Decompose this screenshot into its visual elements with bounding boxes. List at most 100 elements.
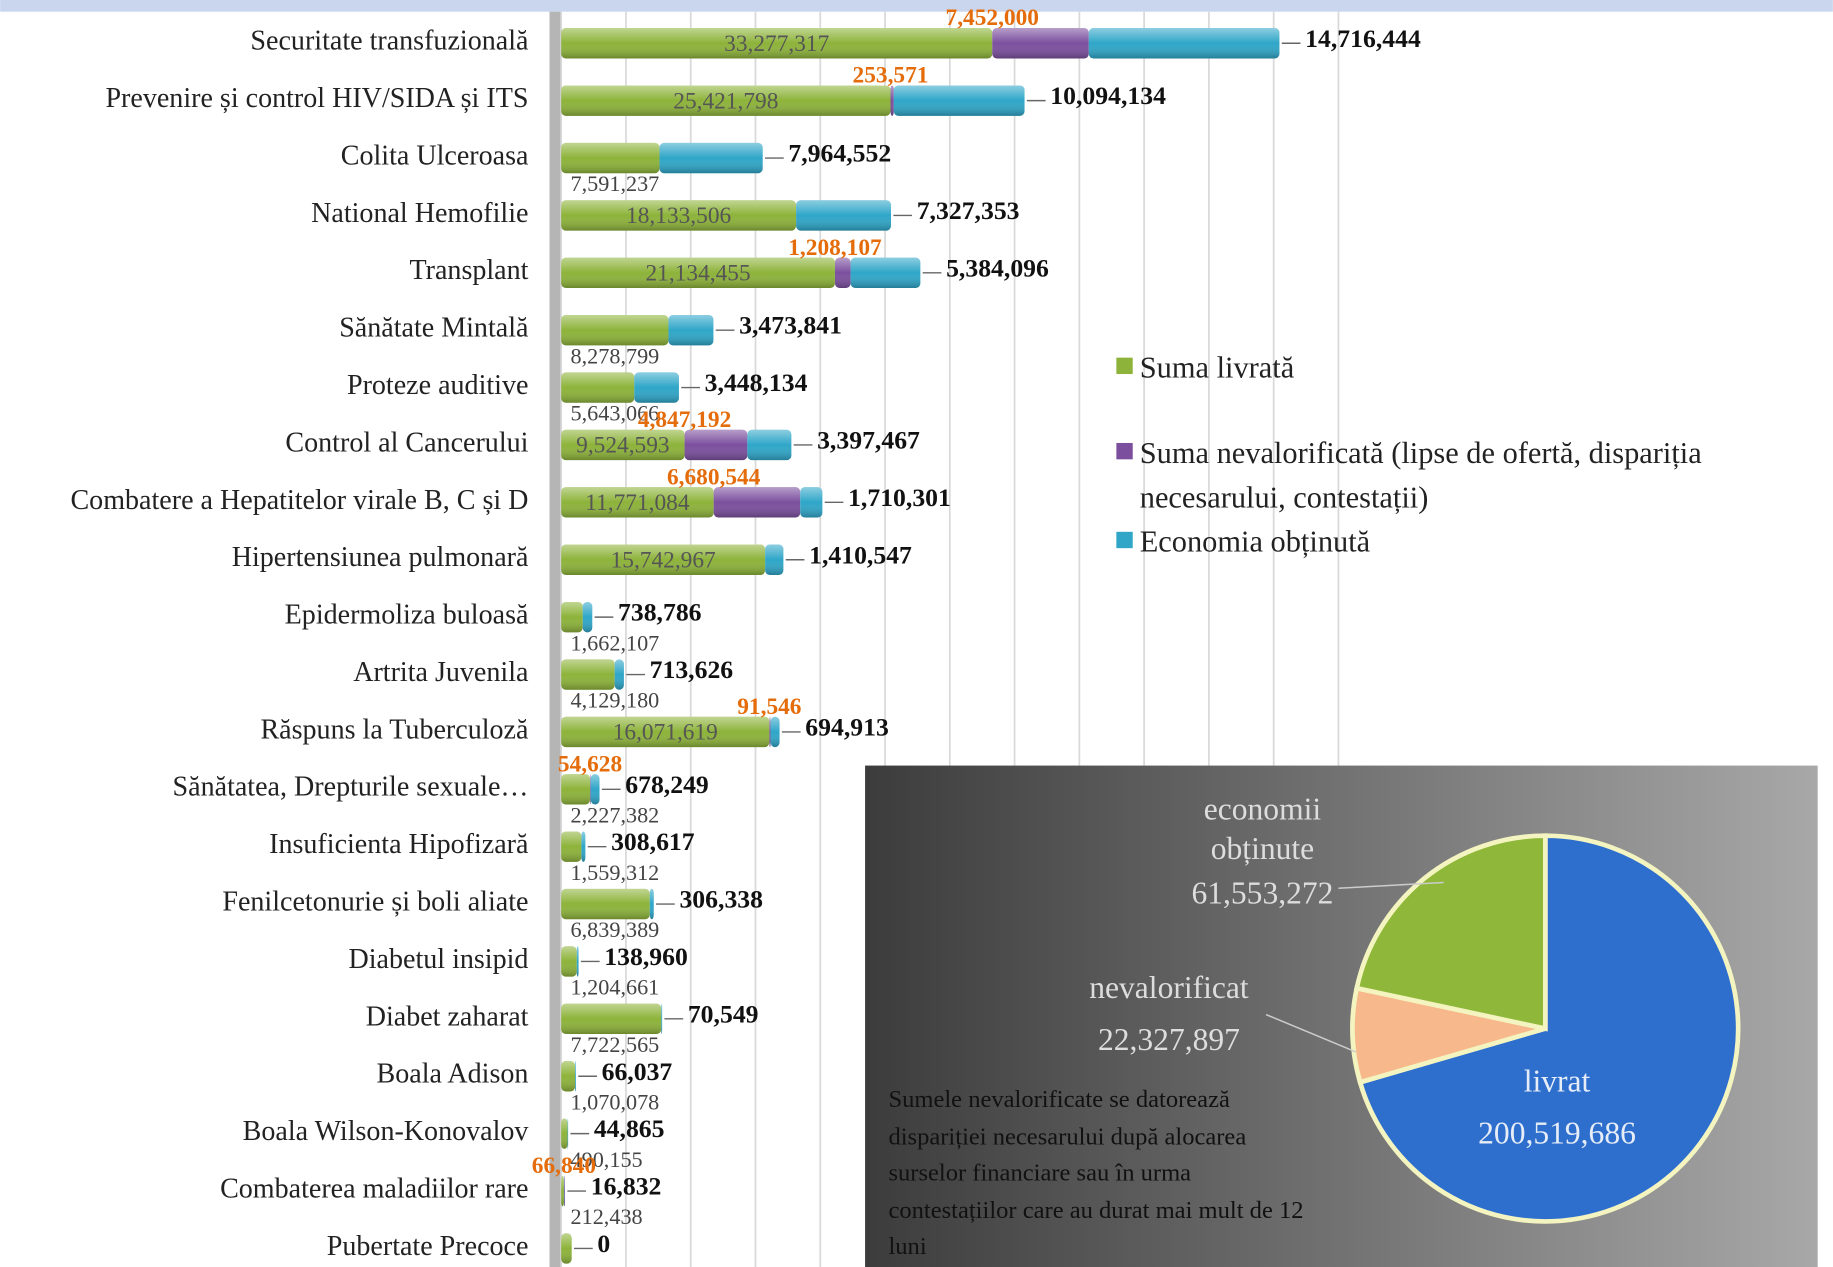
data-label: 4,129,180 bbox=[571, 688, 660, 713]
data-label: 1,662,107 bbox=[571, 630, 660, 655]
annotation: Sumele nevalorificate se datorează dispa… bbox=[888, 1084, 1304, 1260]
bar-shade bbox=[582, 601, 593, 633]
bar-shade bbox=[561, 831, 582, 862]
pie-category-label-box: nevalorificat bbox=[1089, 970, 1249, 1006]
category-label: Pubertate Precoce bbox=[327, 1231, 529, 1262]
data-label: 1,208,107 bbox=[788, 235, 882, 261]
bar-shade bbox=[747, 429, 792, 461]
annotation-box: Sumele nevalorificate se datorează dispa… bbox=[888, 1084, 1304, 1260]
category-label: Control al Cancerului bbox=[285, 427, 528, 458]
pie-category-label: nevalorificat bbox=[1089, 970, 1249, 1006]
data-label: 1,410,547 bbox=[809, 540, 912, 569]
pie-category-label-box: economii obținute bbox=[1203, 791, 1322, 867]
category-label: Diabetul insipid bbox=[348, 944, 528, 975]
bar-shade bbox=[561, 1118, 568, 1149]
category-label: Sănătate Mintală bbox=[339, 313, 529, 344]
bar-shade bbox=[649, 888, 654, 920]
data-label: 3,473,841 bbox=[739, 311, 842, 340]
category-label: Prevenire și control HIV/SIDA și ITS bbox=[105, 83, 528, 114]
bar-shade bbox=[561, 1003, 662, 1035]
data-label: 66,840 bbox=[532, 1153, 596, 1179]
axis-wall bbox=[549, 11, 562, 1267]
data-label: 91,546 bbox=[737, 694, 801, 720]
pie-value-label: 22,327,897 bbox=[1098, 1022, 1240, 1057]
category-label: Sănătatea, Drepturile sexuale… bbox=[173, 772, 529, 803]
data-label: 7,964,552 bbox=[788, 139, 891, 168]
bar-shade bbox=[561, 716, 770, 748]
data-label: 5,384,096 bbox=[946, 253, 1049, 282]
data-label: 21,134,455 bbox=[646, 260, 751, 286]
leader-line bbox=[1338, 881, 1444, 890]
data-label: 7,591,237 bbox=[571, 171, 660, 196]
data-label: 306,338 bbox=[679, 885, 763, 914]
data-label: 3,448,134 bbox=[705, 368, 808, 397]
bar-shade bbox=[992, 28, 1089, 59]
data-label: 7,722,565 bbox=[571, 1032, 660, 1057]
data-label: 490,155 bbox=[571, 1147, 643, 1172]
bar-shade bbox=[561, 314, 669, 346]
legend-label-box: Economia obținută bbox=[1139, 524, 1371, 559]
legend-label: Economia obținută bbox=[1139, 524, 1371, 559]
bar-shade bbox=[561, 1061, 576, 1092]
data-label: 4,847,192 bbox=[638, 407, 731, 433]
data-label: 1,559,312 bbox=[571, 860, 660, 885]
data-label: 738,786 bbox=[618, 598, 702, 627]
pie-value-label: 200,519,686 bbox=[1478, 1115, 1636, 1150]
category-label: Artrita Juvenila bbox=[353, 657, 529, 688]
bar-shade bbox=[561, 946, 577, 977]
data-label: 9,524,593 bbox=[576, 433, 669, 459]
bar-shade bbox=[561, 487, 714, 518]
bar-shade bbox=[659, 142, 763, 174]
bar-shade bbox=[575, 1061, 576, 1092]
legend-label: Suma nevalorificată (lipse de ofertă, di… bbox=[1139, 435, 1702, 515]
bar-shade bbox=[561, 372, 635, 403]
category-label: Boala Wilson-Konovalov bbox=[243, 1116, 530, 1147]
category-label: Hipertensiunea pulmonară bbox=[232, 542, 529, 573]
data-label: 2,227,382 bbox=[571, 802, 660, 827]
data-label: 16,071,619 bbox=[613, 720, 718, 746]
bar-shade bbox=[850, 257, 921, 288]
pie-category-label: economii obținute bbox=[1203, 791, 1322, 867]
category-label: Diabet zaharat bbox=[366, 1001, 529, 1032]
data-label: 0 bbox=[597, 1229, 610, 1258]
bar-shade bbox=[661, 1003, 663, 1035]
data-label: 15,742,967 bbox=[611, 547, 716, 573]
data-label: 54,628 bbox=[558, 751, 622, 777]
bar-shade bbox=[634, 372, 679, 403]
bar-shade bbox=[561, 85, 891, 116]
data-label: 10,094,134 bbox=[1050, 81, 1166, 110]
bar-shade bbox=[561, 659, 615, 690]
bar-shade bbox=[893, 85, 1025, 116]
data-label: 25,421,798 bbox=[673, 88, 778, 114]
bar-shade bbox=[576, 946, 579, 977]
category-label: Insuficienta Hipofizară bbox=[269, 829, 529, 860]
bar-shade bbox=[668, 314, 714, 346]
data-label: 5,643,066 bbox=[571, 401, 660, 426]
bar-shade bbox=[581, 831, 586, 862]
data-label: 7,452,000 bbox=[946, 5, 1039, 31]
data-label: 713,626 bbox=[650, 655, 734, 684]
category-label: Colita Ulceroasa bbox=[341, 140, 529, 171]
data-label: 308,617 bbox=[611, 827, 695, 856]
bar-shade bbox=[561, 774, 591, 805]
data-label: 212,438 bbox=[571, 1204, 643, 1229]
pie-category-label: livrat bbox=[1523, 1063, 1591, 1099]
bar-shade bbox=[1088, 28, 1280, 59]
category-label: National Hemofilie bbox=[311, 198, 528, 229]
pie-category-label-box: livrat bbox=[1523, 1063, 1591, 1099]
data-label: 678,249 bbox=[625, 770, 709, 799]
data-label: 138,960 bbox=[604, 942, 688, 971]
leader-line bbox=[1265, 1013, 1357, 1053]
bar-shade bbox=[561, 1233, 572, 1264]
bar-shade bbox=[561, 200, 797, 231]
category-label: Proteze auditive bbox=[347, 370, 528, 401]
bar-shade bbox=[561, 601, 583, 633]
legend-label-box: Suma livrată bbox=[1140, 351, 1294, 385]
bar-shade bbox=[561, 544, 766, 575]
data-label: 1,204,661 bbox=[571, 975, 660, 1000]
data-label: 1,710,301 bbox=[848, 483, 951, 512]
bar-shade bbox=[684, 429, 748, 461]
bar-shade bbox=[567, 1118, 569, 1149]
bar-shade bbox=[563, 1175, 565, 1207]
